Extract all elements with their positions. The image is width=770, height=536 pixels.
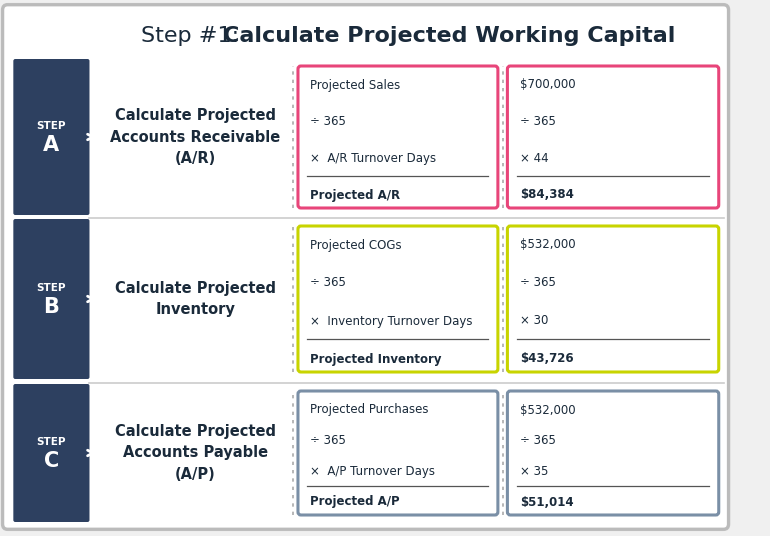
Text: C: C — [44, 451, 59, 471]
Text: Calculate Projected
Inventory: Calculate Projected Inventory — [115, 281, 276, 317]
FancyBboxPatch shape — [507, 226, 718, 372]
FancyBboxPatch shape — [507, 391, 718, 515]
Text: A: A — [43, 135, 59, 155]
Text: Projected Inventory: Projected Inventory — [310, 353, 442, 366]
Text: Projected Sales: Projected Sales — [310, 78, 400, 92]
Text: Projected Purchases: Projected Purchases — [310, 404, 429, 416]
Text: Projected A/P: Projected A/P — [310, 495, 400, 509]
Text: $700,000: $700,000 — [520, 78, 575, 92]
Text: Projected A/R: Projected A/R — [310, 189, 400, 202]
Text: × 30: × 30 — [520, 315, 548, 327]
Text: ×  Inventory Turnover Days: × Inventory Turnover Days — [310, 315, 473, 327]
Text: Calculate Projected
Accounts Receivable
(A/R): Calculate Projected Accounts Receivable … — [110, 108, 280, 166]
Text: ×  A/P Turnover Days: × A/P Turnover Days — [310, 465, 435, 478]
Text: STEP: STEP — [37, 437, 66, 447]
Text: $43,726: $43,726 — [520, 353, 574, 366]
FancyBboxPatch shape — [13, 219, 89, 379]
FancyBboxPatch shape — [298, 226, 498, 372]
Text: ÷ 365: ÷ 365 — [520, 277, 556, 289]
Text: Calculate Projected
Accounts Payable
(A/P): Calculate Projected Accounts Payable (A/… — [115, 424, 276, 482]
Text: Step #1:: Step #1: — [141, 26, 239, 46]
Text: B: B — [43, 297, 59, 317]
Text: ÷ 365: ÷ 365 — [310, 115, 346, 128]
FancyBboxPatch shape — [13, 384, 89, 522]
FancyBboxPatch shape — [507, 66, 718, 208]
Text: ÷ 365: ÷ 365 — [310, 434, 346, 447]
Text: $51,014: $51,014 — [520, 495, 574, 509]
FancyBboxPatch shape — [2, 4, 729, 530]
Text: $84,384: $84,384 — [520, 189, 574, 202]
Text: STEP: STEP — [37, 283, 66, 293]
Text: Calculate Projected Working Capital: Calculate Projected Working Capital — [223, 26, 675, 46]
Text: × 44: × 44 — [520, 152, 548, 165]
Text: ÷ 365: ÷ 365 — [310, 277, 346, 289]
Text: ÷ 365: ÷ 365 — [520, 115, 556, 128]
Text: ÷ 365: ÷ 365 — [520, 434, 556, 447]
Text: ×  A/R Turnover Days: × A/R Turnover Days — [310, 152, 437, 165]
FancyBboxPatch shape — [298, 391, 498, 515]
FancyBboxPatch shape — [298, 66, 498, 208]
Text: Projected COGs: Projected COGs — [310, 239, 402, 251]
Text: STEP: STEP — [37, 121, 66, 131]
Text: $532,000: $532,000 — [520, 239, 575, 251]
Text: $532,000: $532,000 — [520, 404, 575, 416]
Text: × 35: × 35 — [520, 465, 548, 478]
FancyBboxPatch shape — [13, 59, 89, 215]
